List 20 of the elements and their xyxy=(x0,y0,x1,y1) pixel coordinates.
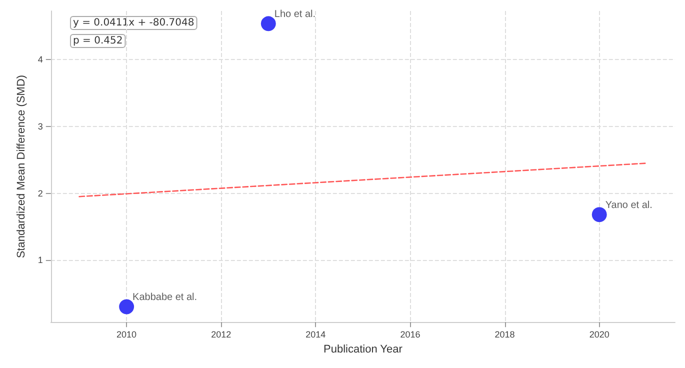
point xyxy=(592,207,607,222)
annotation: y = 0.0411x + -80.7048 xyxy=(73,18,194,28)
x-tick-label: 2014 xyxy=(306,330,326,340)
y-tick-label: 2 xyxy=(38,188,43,198)
x-axis-title: Publication Year xyxy=(324,344,403,356)
point xyxy=(119,299,134,314)
annotation: Kabbabe et al. xyxy=(132,292,198,304)
x-tick-label: 2020 xyxy=(589,330,610,340)
x-tick-label: 2018 xyxy=(494,330,515,340)
annotation: p = 0.452 xyxy=(73,36,123,46)
x-tick-label: 2010 xyxy=(116,330,137,340)
x-tick-label: 2016 xyxy=(400,330,420,340)
y-tick-label: 3 xyxy=(38,121,43,132)
y-tick-label: 4 xyxy=(38,54,43,65)
point xyxy=(260,16,276,32)
y-tick-label: 1 xyxy=(38,255,43,266)
y-axis-title: Standardized Mean Difference (SMD) xyxy=(16,74,28,258)
annotation: Yano et al. xyxy=(605,200,652,212)
annotation: Lho et al. xyxy=(274,9,316,20)
x-tick-label: 2012 xyxy=(211,330,232,340)
